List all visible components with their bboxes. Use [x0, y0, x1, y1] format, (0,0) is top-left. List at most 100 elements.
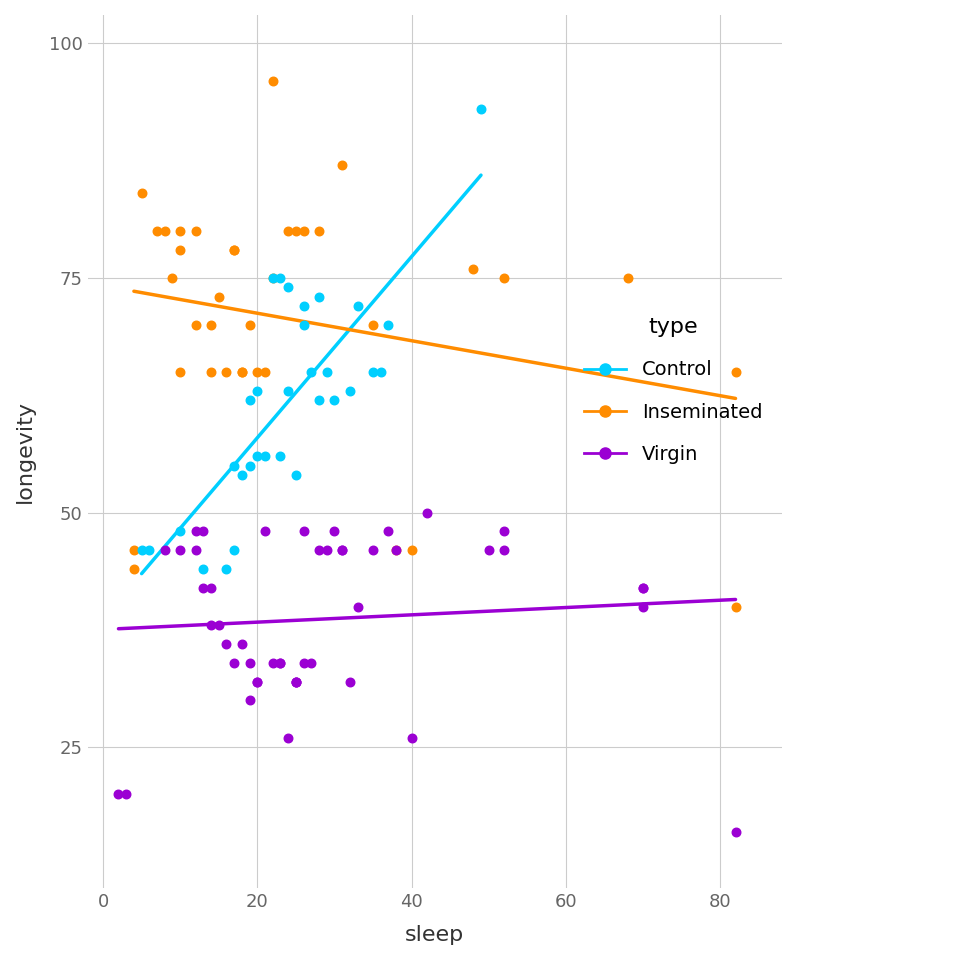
Point [234, 636, 250, 652]
Point [173, 242, 188, 257]
Point [273, 448, 288, 464]
Point [204, 364, 219, 379]
Point [296, 299, 311, 314]
Point [150, 224, 165, 239]
Point [280, 383, 296, 398]
Point [250, 364, 265, 379]
Point [265, 73, 280, 88]
Point [496, 542, 512, 558]
Point [311, 224, 326, 239]
Point [134, 542, 150, 558]
Point [728, 364, 743, 379]
Point [126, 542, 141, 558]
Point [265, 656, 280, 671]
Point [242, 656, 257, 671]
Point [234, 364, 250, 379]
Point [280, 279, 296, 295]
Point [366, 317, 381, 332]
Point [273, 656, 288, 671]
Point [334, 157, 349, 173]
Point [366, 364, 381, 379]
Point [242, 458, 257, 473]
X-axis label: sleep: sleep [405, 925, 465, 945]
Point [211, 289, 227, 304]
Point [496, 524, 512, 540]
Point [188, 542, 204, 558]
Point [311, 542, 326, 558]
Point [303, 656, 319, 671]
Point [326, 524, 342, 540]
Point [280, 224, 296, 239]
Point [157, 542, 173, 558]
Point [134, 185, 150, 201]
Point [196, 562, 211, 577]
Point [636, 580, 651, 595]
Point [311, 393, 326, 408]
Point [188, 524, 204, 540]
Point [303, 364, 319, 379]
Point [257, 524, 273, 540]
Point [242, 693, 257, 708]
Legend: Control, Inseminated, Virgin: Control, Inseminated, Virgin [574, 307, 772, 473]
Point [188, 317, 204, 332]
Point [196, 524, 211, 540]
Point [311, 289, 326, 304]
Point [334, 542, 349, 558]
Point [204, 617, 219, 633]
Point [404, 731, 420, 746]
Point [349, 299, 365, 314]
Point [373, 364, 389, 379]
Point [142, 542, 157, 558]
Point [404, 542, 420, 558]
Point [296, 524, 311, 540]
Point [381, 524, 396, 540]
Point [381, 317, 396, 332]
Point [118, 786, 133, 802]
Point [219, 562, 234, 577]
Point [227, 542, 242, 558]
Point [473, 101, 489, 116]
Point [273, 270, 288, 285]
Point [389, 542, 404, 558]
Point [466, 261, 481, 276]
Point [250, 674, 265, 689]
Point [265, 270, 280, 285]
Point [728, 825, 743, 840]
Point [389, 542, 404, 558]
Point [296, 656, 311, 671]
Point [157, 224, 173, 239]
Point [326, 393, 342, 408]
Point [219, 364, 234, 379]
Point [296, 317, 311, 332]
Point [481, 542, 496, 558]
Point [242, 317, 257, 332]
Point [227, 656, 242, 671]
Point [273, 656, 288, 671]
Point [250, 448, 265, 464]
Point [173, 524, 188, 540]
Point [204, 317, 219, 332]
Point [319, 364, 334, 379]
Point [288, 468, 303, 483]
Point [288, 674, 303, 689]
Point [342, 674, 357, 689]
Point [219, 636, 234, 652]
Y-axis label: longevity: longevity [15, 400, 35, 503]
Point [265, 270, 280, 285]
Point [196, 580, 211, 595]
Point [188, 224, 204, 239]
Point [173, 224, 188, 239]
Point [366, 542, 381, 558]
Point [227, 242, 242, 257]
Point [319, 542, 334, 558]
Point [728, 599, 743, 614]
Point [204, 580, 219, 595]
Point [296, 224, 311, 239]
Point [257, 364, 273, 379]
Point [173, 364, 188, 379]
Point [636, 580, 651, 595]
Point [173, 542, 188, 558]
Point [250, 674, 265, 689]
Point [250, 383, 265, 398]
Point [234, 468, 250, 483]
